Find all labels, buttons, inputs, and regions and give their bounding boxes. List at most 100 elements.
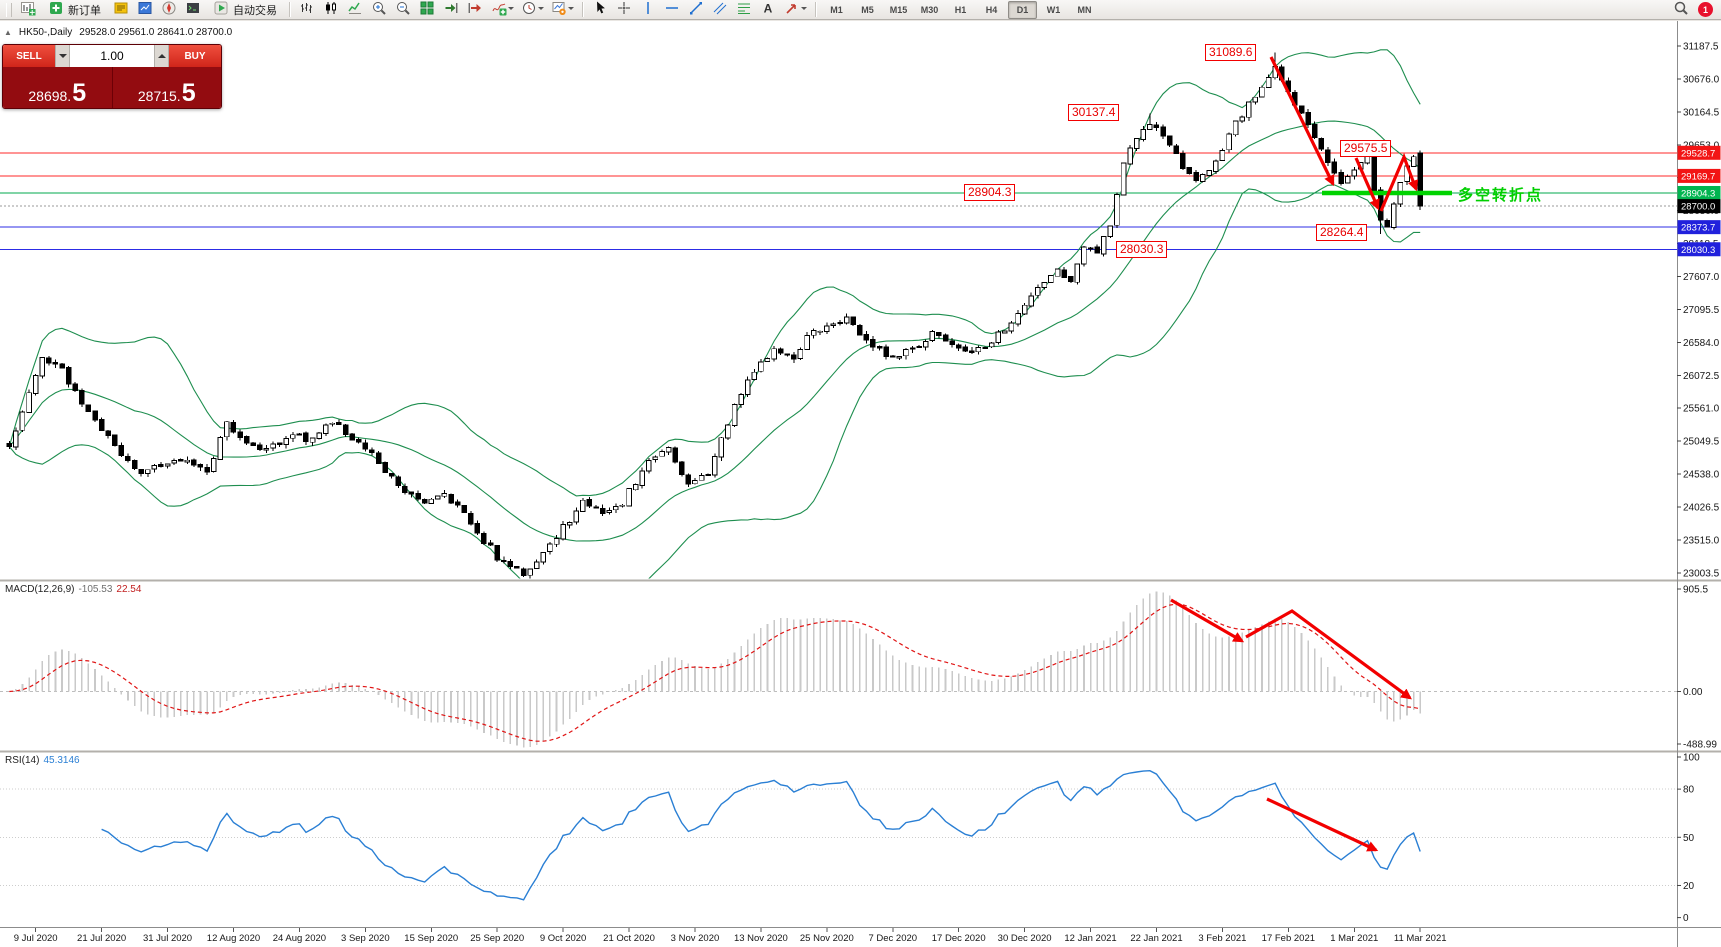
- horizontal-line-icon[interactable]: [660, 0, 684, 18]
- cursor-icon[interactable]: [588, 0, 612, 18]
- time-tick: 12 Aug 2020: [207, 933, 260, 944]
- sell-price[interactable]: 28698. 5: [3, 67, 113, 108]
- zoom-out-icon[interactable]: [391, 0, 415, 18]
- price-chart-canvas[interactable]: 31187.530676.030164.529653.029141.528630…: [0, 21, 1721, 947]
- timeframe-m5[interactable]: M5: [861, 5, 874, 15]
- timeframe-w1[interactable]: W1: [1046, 5, 1061, 15]
- toolbar-separator: [815, 2, 816, 17]
- toolbar-grip[interactable]: [6, 2, 12, 17]
- chart-window[interactable]: 31187.530676.030164.529653.029141.528630…: [0, 21, 1721, 947]
- panel-splitter-rsi[interactable]: [0, 750, 1721, 753]
- equidistant-channel-icon[interactable]: [708, 0, 732, 18]
- rsi-panel[interactable]: [0, 769, 1677, 901]
- price-tick: 30164.5: [1683, 107, 1720, 118]
- new-order-icon: [48, 0, 64, 19]
- time-tick: 13 Nov 2020: [734, 933, 788, 944]
- main-chart-plot[interactable]: [0, 49, 1677, 592]
- candles[interactable]: [6, 52, 1423, 579]
- toolbar-separator: [582, 2, 583, 17]
- navigator-icon[interactable]: [157, 0, 181, 18]
- bar-chart-icon[interactable]: [295, 0, 319, 18]
- svg-text:28904.3: 28904.3: [1681, 188, 1715, 199]
- autotrading-button[interactable]: 自动交易: [206, 1, 284, 19]
- time-tick: 15 Sep 2020: [404, 933, 458, 944]
- timeframe-d1[interactable]: D1: [1008, 1, 1037, 19]
- templates-icon[interactable]: [547, 0, 577, 18]
- price-tick: 27607.0: [1683, 272, 1720, 283]
- macd-trend-arrow[interactable]: [1170, 598, 1245, 643]
- candlestick-chart-icon[interactable]: [319, 0, 343, 18]
- rsi-label: RSI(14) 45.3146: [5, 755, 80, 766]
- price-tick: 23003.5: [1683, 568, 1720, 579]
- price-line-label: 29169.7: [1677, 168, 1721, 183]
- line-chart-icon[interactable]: [343, 0, 367, 18]
- rsi-trend-arrow[interactable]: [1266, 797, 1379, 852]
- trend-arrow[interactable]: [1269, 56, 1335, 187]
- price-annotation-box[interactable]: 28264.4: [1316, 224, 1368, 241]
- fibonacci-icon[interactable]: [732, 0, 756, 18]
- price-tick: 30676.0: [1683, 74, 1720, 85]
- price-annotation-box[interactable]: 31089.6: [1205, 44, 1257, 61]
- price-annotation-box[interactable]: 30137.4: [1068, 104, 1120, 121]
- buy-price[interactable]: 28715. 5: [137, 78, 196, 107]
- chart-shift-icon[interactable]: [463, 0, 487, 18]
- price-tick: 25049.5: [1683, 437, 1720, 448]
- panel-splitter-macd[interactable]: [0, 579, 1721, 582]
- text-icon[interactable]: A: [756, 0, 780, 18]
- time-tick: 25 Sep 2020: [470, 933, 524, 944]
- time-tick: 22 Jan 2021: [1130, 933, 1182, 944]
- rsi-scale-tick: 50: [1683, 833, 1695, 844]
- time-tick: 17 Feb 2021: [1262, 933, 1315, 944]
- terminal-icon[interactable]: [181, 0, 205, 18]
- timeframe-m15[interactable]: M15: [889, 5, 908, 15]
- metaeditor-icon[interactable]: [109, 0, 133, 18]
- price-tick: 27095.5: [1683, 305, 1720, 316]
- macd-scale-tick: 0.00: [1683, 687, 1703, 698]
- time-axis: 9 Jul 2020 21 Jul 2020 31 Jul 2020 12 Aug 2…: [14, 928, 1447, 944]
- turning-point-label[interactable]: 多空转折点: [1458, 187, 1544, 204]
- volume-input[interactable]: [70, 45, 154, 67]
- price-annotation-box[interactable]: 28030.3: [1116, 241, 1168, 258]
- time-tick: 9 Oct 2020: [540, 933, 586, 944]
- one-click-toggle[interactable]: ▲: [4, 28, 12, 37]
- timeframe-h4[interactable]: H4: [985, 5, 998, 15]
- tile-windows-icon[interactable]: [415, 0, 439, 18]
- price-tick: 29653.0: [1683, 140, 1720, 151]
- trend-arrow[interactable]: [1379, 152, 1419, 212]
- time-axis-separator: [0, 927, 1721, 928]
- sell-button[interactable]: SELL: [3, 45, 55, 67]
- new-chart-icon[interactable]: [16, 0, 40, 18]
- trend-arrow[interactable]: [1354, 157, 1380, 211]
- price-tick: 24026.5: [1683, 503, 1720, 514]
- price-annotation-box[interactable]: 28904.3: [964, 184, 1016, 201]
- auto-scroll-icon[interactable]: [439, 0, 463, 18]
- toolbar-separator: [289, 2, 290, 17]
- volume-increase-button[interactable]: [154, 45, 169, 67]
- price-tick: 31187.5: [1683, 42, 1719, 53]
- time-tick: 12 Jan 2021: [1064, 933, 1116, 944]
- buy-button[interactable]: BUY: [169, 45, 221, 67]
- time-tick: 11 Mar 2021: [1394, 933, 1447, 944]
- zoom-in-icon[interactable]: [367, 0, 391, 18]
- market-watch-icon[interactable]: [133, 0, 157, 18]
- timeframe-h1[interactable]: H1: [954, 5, 967, 15]
- trendline-icon[interactable]: [684, 0, 708, 18]
- timeframe-m1[interactable]: M1: [830, 5, 843, 15]
- macd-panel[interactable]: [0, 591, 1677, 748]
- crosshair-icon[interactable]: [612, 0, 636, 18]
- search-icon[interactable]: [1669, 0, 1693, 18]
- vertical-line-icon[interactable]: [636, 0, 660, 18]
- indicators-icon[interactable]: [487, 0, 517, 18]
- price-annotation-box[interactable]: 29575.5: [1340, 140, 1392, 157]
- bollinger-middle-band: [8, 120, 1421, 542]
- arrows-icon[interactable]: [780, 0, 810, 18]
- new-order-button[interactable]: 新订单: [41, 1, 108, 19]
- bollinger-lower-band: [8, 184, 1421, 579]
- notification-badge[interactable]: 1: [1698, 2, 1713, 17]
- timeframe-mn[interactable]: MN: [1077, 5, 1092, 15]
- timeframe-m30[interactable]: M30: [920, 5, 939, 15]
- macd-trend-arrow[interactable]: [1245, 609, 1412, 700]
- periods-icon[interactable]: [517, 0, 547, 18]
- price-line-label: 29528.7: [1677, 145, 1721, 160]
- volume-decrease-button[interactable]: [55, 45, 70, 67]
